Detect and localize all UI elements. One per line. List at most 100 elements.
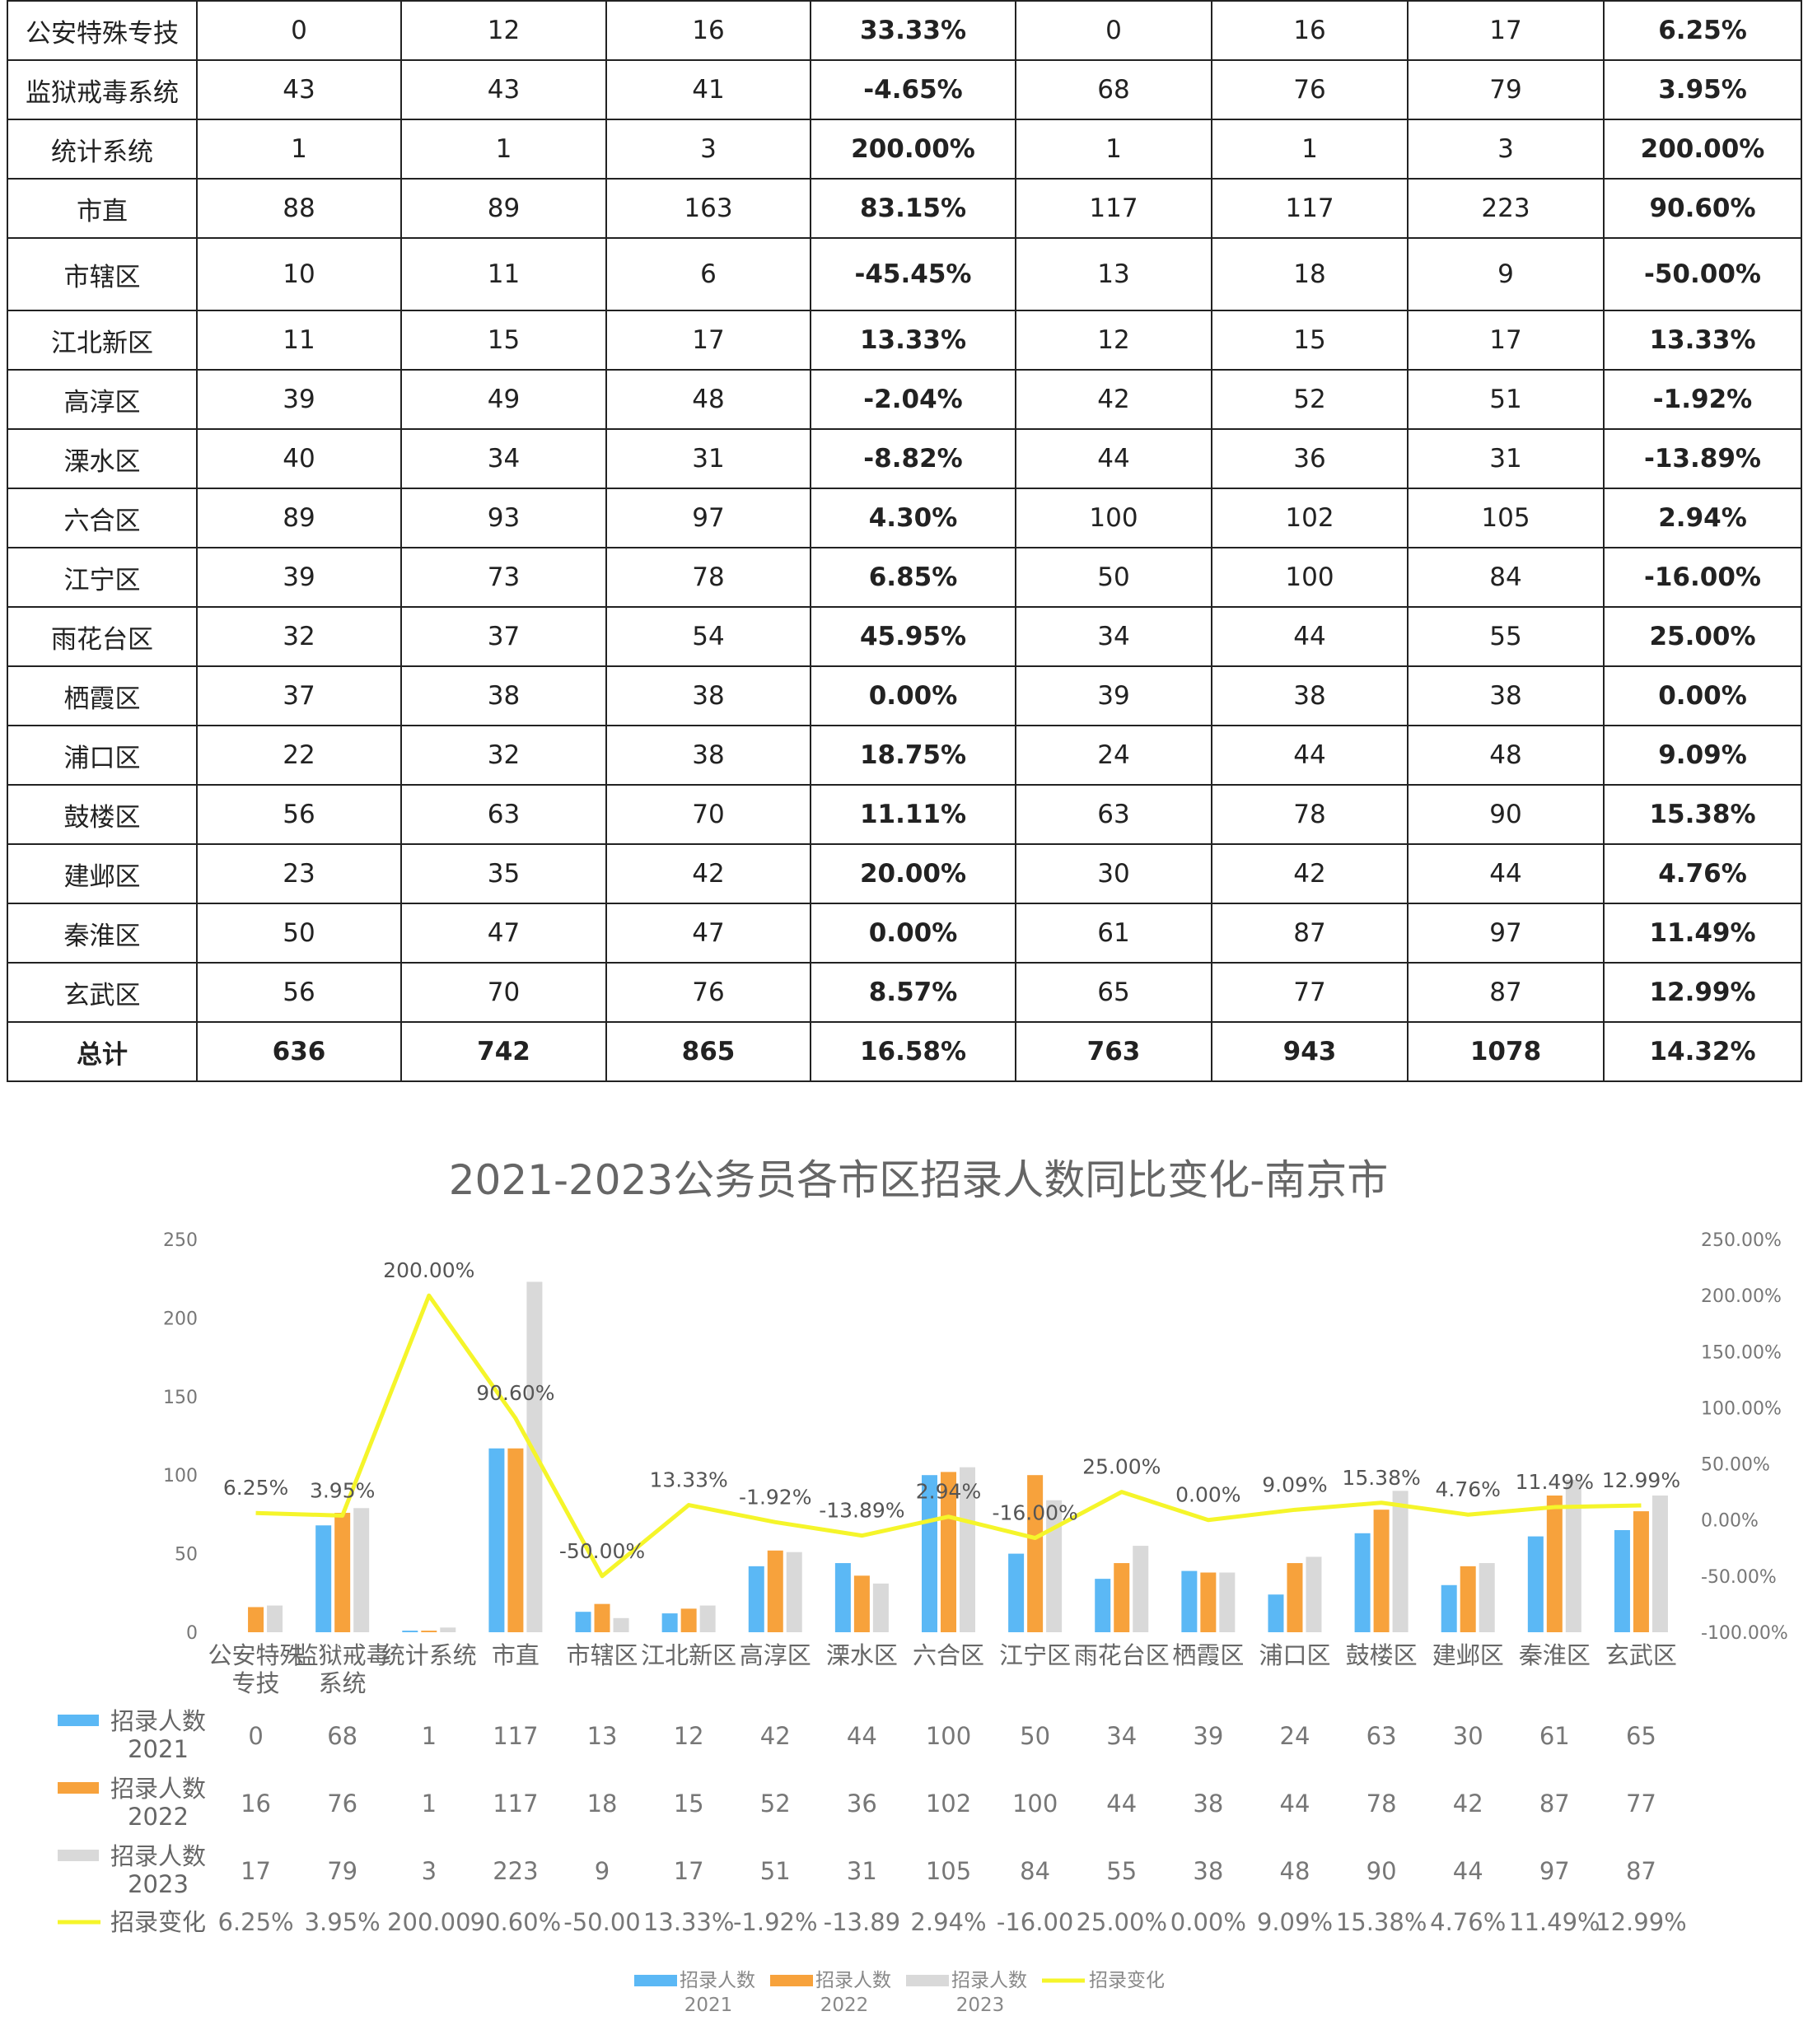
y-right-tick-label: -100.00%: [1701, 1623, 1788, 1644]
table-cell: 51: [1407, 369, 1605, 430]
data-table-series-name: 招录人数: [110, 1842, 206, 1870]
data-table-value: 2.94%: [910, 1908, 986, 1936]
bar: [1046, 1500, 1063, 1632]
bar: [853, 1575, 870, 1632]
bar: [1219, 1572, 1236, 1632]
table-row: 统计系统 1 1 3 200.00% 1 1 3 200.00%: [7, 119, 1802, 180]
table-cell-name: 统计系统: [7, 119, 198, 180]
table-cell: 41: [605, 59, 811, 120]
table-cell: 97: [1407, 903, 1605, 964]
table-cell: 78: [1211, 784, 1409, 845]
table-row: 公安特殊专技 0 12 16 33.33% 0 16 17 6.25%: [7, 0, 1802, 61]
bar: [1614, 1529, 1630, 1632]
data-table-value: 36: [847, 1790, 877, 1818]
line-data-label: 90.60%: [476, 1381, 554, 1405]
bar: [1392, 1491, 1409, 1632]
table-cell: 13.33%: [1603, 310, 1802, 371]
data-table-value: 61: [1539, 1722, 1570, 1750]
table-cell-name: 市辖区: [7, 237, 198, 311]
table-cell: 32: [196, 606, 402, 667]
chart-svg: 2021-2023公务员各市区招录人数同比变化-南京市0501001502002…: [58, 1156, 1788, 2016]
table-cell: 943: [1211, 1021, 1409, 1082]
bar: [267, 1605, 283, 1632]
data-table-series-name: 2021: [128, 1735, 189, 1763]
table-row: 高淳区 39 49 48 -2.04% 42 52 51 -1.92%: [7, 369, 1802, 430]
y-right-tick-label: -50.00%: [1701, 1567, 1777, 1588]
data-table-value: 13: [587, 1722, 618, 1750]
data-table-value: 9.09%: [1257, 1908, 1333, 1936]
table-cell: 1: [1211, 119, 1409, 180]
data-table-value: 24: [1280, 1722, 1310, 1750]
table-cell: 0: [1015, 0, 1212, 61]
data-table-value: 15.38%: [1336, 1908, 1427, 1936]
x-tick-label: 专技: [232, 1669, 280, 1697]
table-cell: 4.30%: [810, 488, 1016, 548]
table-cell: 70: [400, 962, 607, 1023]
data-table-value: 17: [674, 1857, 704, 1885]
bar: [1546, 1496, 1563, 1632]
data-table-value: 90.60%: [470, 1908, 562, 1936]
line-data-label: 9.09%: [1262, 1472, 1327, 1496]
table-cell: 0: [196, 0, 402, 61]
table-cell: 0.00%: [1603, 665, 1802, 726]
data-table-value: 38: [1193, 1790, 1223, 1818]
table-cell: 93: [400, 488, 607, 548]
table-cell: 10: [196, 237, 402, 311]
table-cell: 63: [1015, 784, 1212, 845]
table-cell: 11.11%: [810, 784, 1016, 845]
data-table-value: 13.33%: [643, 1908, 735, 1936]
data-table-series-name: 招录人数: [110, 1707, 206, 1735]
table-cell-name: 市直: [7, 178, 198, 239]
table-cell: 48: [1407, 725, 1605, 786]
data-table-value: 44: [847, 1722, 877, 1750]
table-cell: 4.76%: [1603, 843, 1802, 904]
table-cell: 89: [196, 488, 402, 548]
table-cell: 77: [1211, 962, 1409, 1023]
bar: [1268, 1594, 1284, 1632]
x-tick-label: 江北新区: [641, 1641, 736, 1669]
data-table-series-name: 2023: [128, 1870, 189, 1898]
table-cell-name: 雨花台区: [7, 606, 198, 667]
y-left-tick-label: 50: [175, 1545, 198, 1566]
x-tick-label: 监狱戒毒: [295, 1641, 390, 1669]
table-cell: 9: [1407, 237, 1605, 311]
table-row: 玄武区 56 70 76 8.57% 65 77 87 12.99%: [7, 962, 1802, 1023]
table-cell: 117: [1211, 178, 1409, 239]
table-cell: 30: [1015, 843, 1212, 904]
table-cell: 15.38%: [1603, 784, 1802, 845]
table-cell: -1.92%: [1603, 369, 1802, 430]
x-tick-label: 市直: [492, 1641, 540, 1669]
table-cell: 34: [1015, 606, 1212, 667]
bar: [488, 1448, 505, 1632]
y-right-tick-label: 200.00%: [1701, 1286, 1782, 1307]
table-row: 秦淮区 50 47 47 0.00% 61 87 97 11.49%: [7, 903, 1802, 964]
x-tick-label: 公安特殊: [208, 1641, 304, 1669]
bar: [1527, 1536, 1544, 1632]
y-left-tick-label: 0: [186, 1623, 198, 1644]
table-cell-name: 玄武区: [7, 962, 198, 1023]
table-cell: 43: [400, 59, 607, 120]
data-table-value: 6.25%: [217, 1908, 293, 1936]
x-tick-label: 玄武区: [1605, 1641, 1677, 1669]
table-cell: 44: [1407, 843, 1605, 904]
table-cell: 223: [1407, 178, 1605, 239]
bar: [353, 1508, 370, 1632]
table-cell: 47: [400, 903, 607, 964]
table-cell: 35: [400, 843, 607, 904]
table-cell: 76: [1211, 59, 1409, 120]
table-cell: 31: [605, 428, 811, 489]
data-table-value: 76: [327, 1790, 357, 1818]
bar: [680, 1608, 697, 1632]
y-left-tick-label: 250: [163, 1230, 198, 1251]
table-cell-name: 鼓楼区: [7, 784, 198, 845]
bar: [1306, 1556, 1322, 1632]
table-cell: 63: [400, 784, 607, 845]
legend-key: [906, 1975, 949, 1986]
x-tick-label: 秦淮区: [1519, 1641, 1591, 1669]
table-cell-name: 公安特殊专技: [7, 0, 198, 61]
table-cell: 55: [1407, 606, 1605, 667]
data-table-legend-key: [58, 1715, 99, 1726]
legend-key: [634, 1975, 677, 1986]
data-table-value: 25.00%: [1076, 1908, 1167, 1936]
bar: [699, 1605, 716, 1632]
